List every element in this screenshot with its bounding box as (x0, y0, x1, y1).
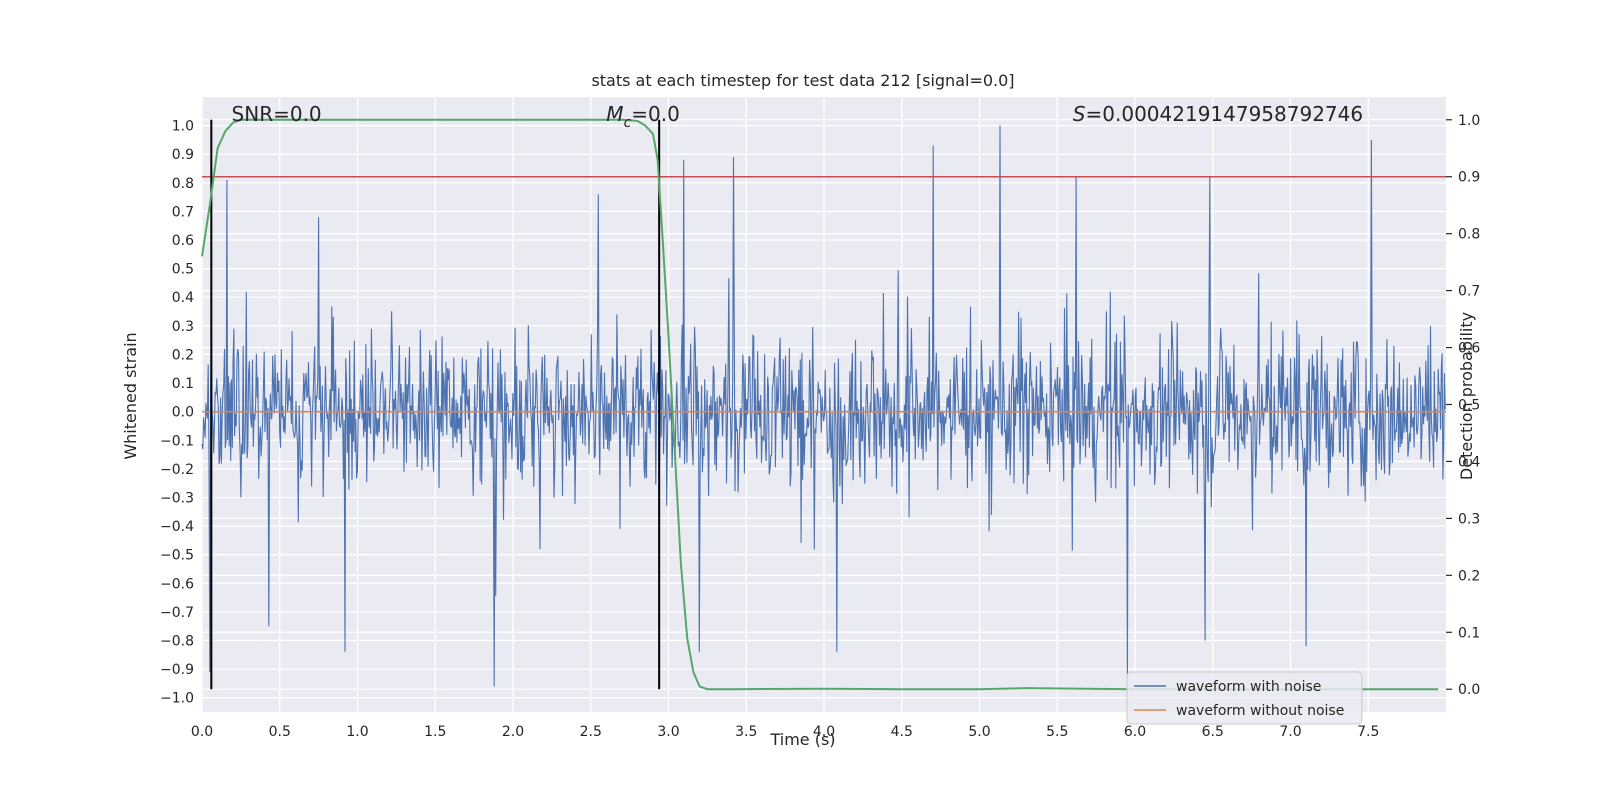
y-tick-label: −1.0 (160, 691, 194, 707)
y-right-tick-label: 0.4 (1458, 454, 1480, 470)
y-right-tick-label: 0.0 (1458, 682, 1480, 698)
x-tick-label: 2.5 (580, 724, 602, 740)
y-tick-label: −0.8 (160, 633, 194, 649)
x-tick-label: 2.0 (502, 724, 524, 740)
annotation-chirp-mass: Mc=0.0 (606, 102, 680, 131)
noise-trace (201, 125, 1446, 687)
y-right-tick-label: 1.0 (1458, 113, 1480, 129)
legend-label-clean: waveform without noise (1176, 703, 1344, 719)
x-tick-label: 7.5 (1357, 724, 1379, 740)
y-right-tick-label: 0.8 (1458, 227, 1480, 243)
y-tick-label: −0.1 (160, 433, 194, 449)
y-axis-right-ticks: 1.0 0.9 0.8 0.7 0.6 0.5 0.4 0.3 0.2 0.1 0.0 (1446, 113, 1480, 698)
y-tick-label: −0.6 (160, 576, 194, 592)
y-tick-label: −0.9 (160, 662, 194, 678)
y-axis-ticks: 1.0 0.9 0.8 0.7 0.6 0.5 0.4 0.3 0.2 0.1 0.0 −0.1 −0.… (160, 119, 194, 707)
x-tick-label: 3.5 (735, 724, 757, 740)
vertical-markers (210, 119, 661, 690)
y-right-tick-label: 0.3 (1458, 511, 1480, 527)
x-tick-label: 7.0 (1279, 724, 1301, 740)
y-right-tick-label: 0.5 (1458, 398, 1480, 414)
y-tick-label: 0.5 (172, 262, 194, 278)
y-right-tick-label: 0.1 (1458, 625, 1480, 641)
y-axis-label: Whitened strain (121, 332, 140, 459)
y-tick-label: 0.4 (172, 290, 194, 306)
legend: waveform with noise waveform without noi… (1126, 671, 1363, 725)
series-detection-probability (201, 118, 1439, 691)
y-axis-right-label: Detection probability (1457, 312, 1476, 480)
y-tick-label: 0.2 (172, 347, 194, 363)
y-tick-label: 0.8 (172, 176, 194, 192)
y-right-tick-label: 0.7 (1458, 284, 1480, 300)
annotation-score: S=0.0004219147958792746 (1073, 102, 1363, 126)
x-tick-label: 4.5 (891, 724, 913, 740)
y-tick-label: −0.5 (160, 548, 194, 564)
x-tick-label: 5.0 (968, 724, 990, 740)
x-tick-label: 5.5 (1046, 724, 1068, 740)
y-right-tick-label: 0.6 (1458, 341, 1480, 357)
x-tick-label: 3.0 (657, 724, 679, 740)
y-tick-label: −0.7 (160, 605, 194, 621)
x-tick-label: 6.0 (1124, 724, 1146, 740)
x-tick-label: 6.5 (1202, 724, 1224, 740)
x-axis-ticks: 0.0 0.5 1.0 1.5 2.0 2.5 3.0 3.5 4.0 4.5 5.0 5.5 6.0 6… (191, 724, 1380, 740)
series-waveform-with-noise (201, 125, 1446, 687)
annotation-snr: SNR=0.0 (232, 102, 322, 126)
x-tick-label: 0.0 (191, 724, 213, 740)
y-tick-label: 0.9 (172, 147, 194, 163)
y-tick-label: 0.1 (172, 376, 194, 392)
y-tick-label: −0.3 (160, 490, 194, 506)
y-right-tick-label: 0.2 (1458, 568, 1480, 584)
y-tick-label: −0.2 (160, 462, 194, 478)
legend-label-noise: waveform with noise (1176, 679, 1321, 695)
y-tick-label: 0.6 (172, 233, 194, 249)
chart-title: stats at each timestep for test data 212… (591, 71, 1014, 90)
y-tick-label: 0.7 (172, 204, 194, 220)
legend-box (1126, 671, 1363, 725)
x-tick-label: 1.0 (346, 724, 368, 740)
y-tick-label: −0.4 (160, 519, 194, 535)
x-tick-label: 1.5 (424, 724, 446, 740)
x-tick-label: 4.0 (813, 724, 835, 740)
y-right-tick-label: 0.9 (1458, 170, 1480, 186)
x-tick-label: 0.5 (269, 724, 291, 740)
x-axis-label: Time (s) (769, 730, 835, 749)
y-tick-label: 1.0 (172, 119, 194, 135)
y-tick-label: 0.0 (172, 405, 194, 421)
y-tick-label: 0.3 (172, 319, 194, 335)
